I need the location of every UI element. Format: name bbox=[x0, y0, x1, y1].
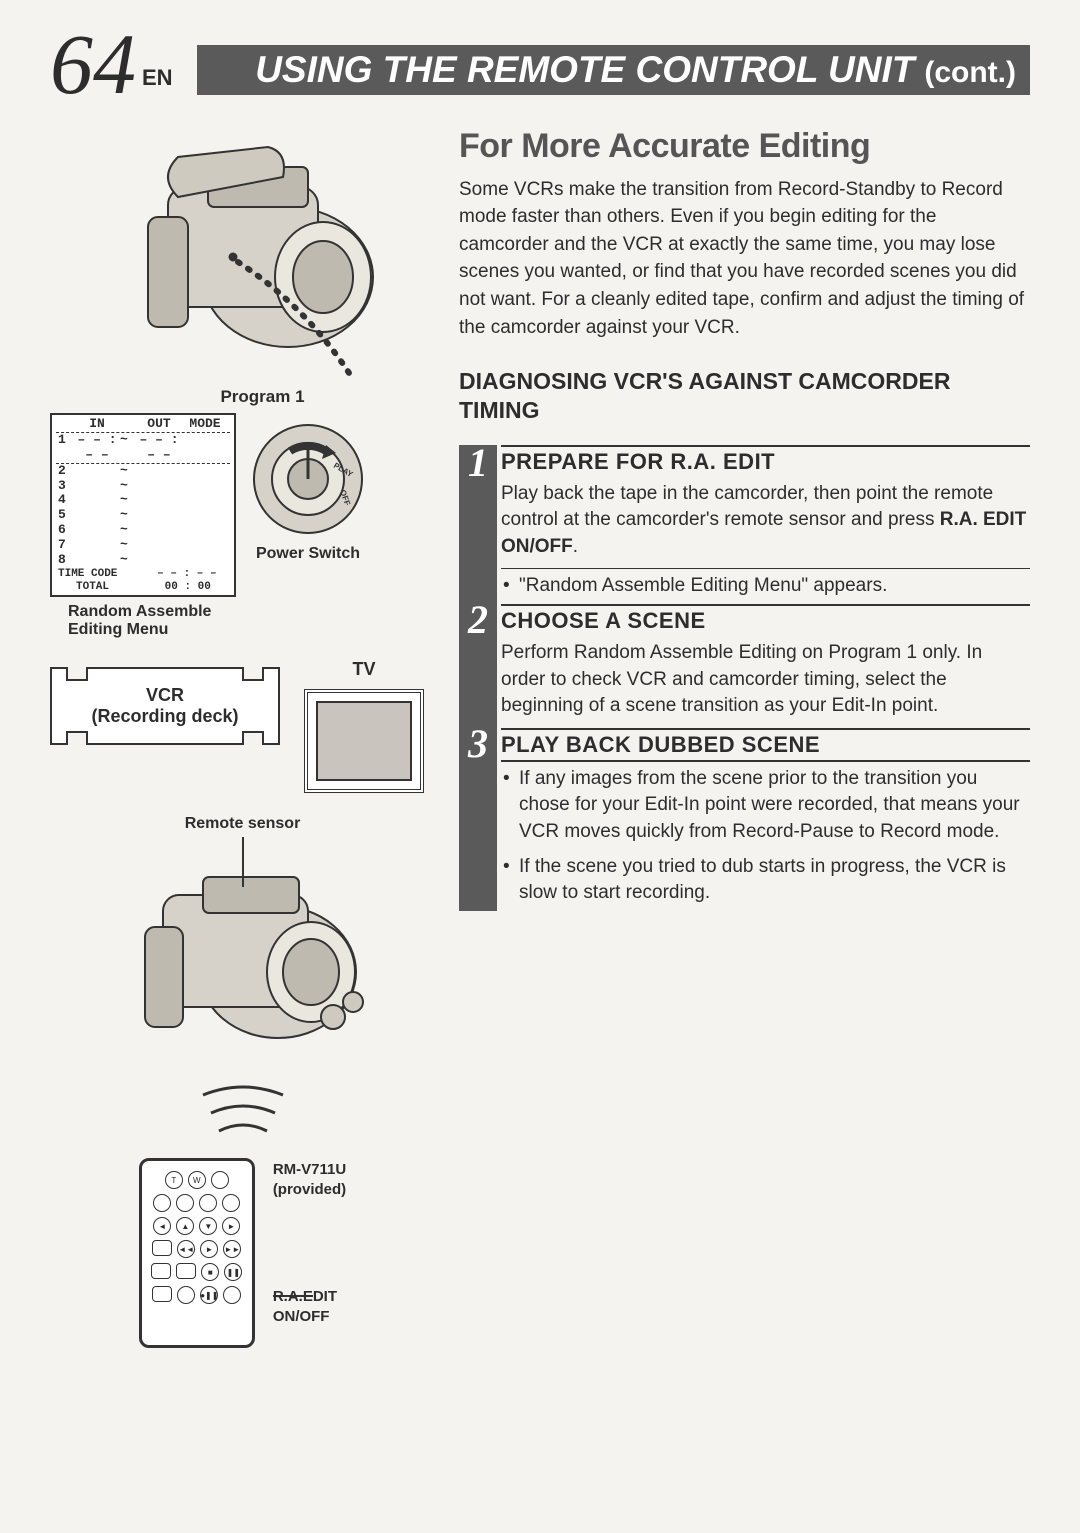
vcr-sublabel: (Recording deck) bbox=[91, 706, 238, 728]
total-value: 00 : 00 bbox=[165, 581, 228, 594]
ram-menu-label: Random Assemble Editing Menu bbox=[68, 603, 236, 639]
remote-control-illustration: TW ◄▲▼► ◄◄►►► ■❚❚ ●❚❚ bbox=[139, 1158, 255, 1348]
remote-model: RM-V711U bbox=[273, 1161, 346, 1178]
vcr-box: VCR (Recording deck) bbox=[50, 667, 280, 745]
illustration-column: Program 1 IN OUT MODE 1 – – : – – ~ bbox=[50, 127, 435, 1349]
total-label: TOTAL bbox=[58, 581, 165, 594]
page-header: 64 EN USING THE REMOTE CONTROL UNIT (con… bbox=[50, 30, 1030, 99]
power-dial-illustration: PLAY OFF bbox=[248, 419, 368, 539]
step-3-title: PLAY BACK DUBBED SCENE bbox=[501, 732, 820, 757]
vcr-label: VCR bbox=[146, 685, 184, 707]
tv-illustration: TV bbox=[304, 689, 424, 793]
step-1-title: PREPARE FOR R.A. EDIT bbox=[501, 449, 775, 474]
header-title-bar: USING THE REMOTE CONTROL UNIT (cont.) bbox=[197, 45, 1030, 95]
time-code-label: TIME CODE bbox=[58, 568, 157, 581]
remote-sensor-label: Remote sensor bbox=[50, 815, 435, 833]
menu-header-mode: MODE bbox=[182, 417, 228, 432]
step-2-body: Perform Random Assemble Editing on Progr… bbox=[501, 636, 1030, 728]
section-title: For More Accurate Editing bbox=[459, 127, 1030, 166]
menu-header-out: OUT bbox=[136, 417, 182, 432]
subheading: DIAGNOSING VCR'S AGAINST CAMCORDER TIMIN… bbox=[459, 367, 1030, 425]
step-number-column: 1 2 3 bbox=[459, 445, 497, 911]
time-code-value: – – : – – bbox=[157, 568, 228, 581]
step-2-title: CHOOSE A SCENE bbox=[501, 608, 706, 633]
step-3-bullet-1: If any images from the scene prior to th… bbox=[501, 762, 1030, 850]
tv-label: TV bbox=[352, 659, 375, 680]
camcorder-top-illustration bbox=[88, 127, 398, 377]
step-3-bullet-2: If the scene you tried to dub starts in … bbox=[501, 850, 1030, 911]
step-number-3: 3 bbox=[459, 724, 497, 764]
program-label: Program 1 bbox=[90, 387, 435, 407]
step-number-1: 1 bbox=[459, 443, 497, 483]
header-continued: (cont.) bbox=[924, 56, 1016, 90]
ra-edit-label-1: R.A.EDIT bbox=[273, 1288, 337, 1305]
step-1-bullet: "Random Assemble Editing Menu" appears. bbox=[501, 569, 1030, 604]
step-1-body: Play back the tape in the camcorder, the… bbox=[501, 477, 1030, 569]
ra-editing-menu-display: IN OUT MODE 1 – – : – – ~ – – : – – 2~ 3… bbox=[50, 413, 236, 598]
remote-provided: (provided) bbox=[273, 1181, 346, 1198]
text-column: For More Accurate Editing Some VCRs make… bbox=[459, 127, 1030, 1349]
page-number: 64 bbox=[50, 30, 136, 99]
camcorder-bottom-illustration bbox=[103, 837, 383, 1077]
ra-edit-label-2: ON/OFF bbox=[273, 1308, 330, 1325]
power-switch-label: Power Switch bbox=[248, 545, 368, 563]
menu-header-in: IN bbox=[74, 417, 120, 432]
ir-signal-icon bbox=[193, 1083, 293, 1148]
remote-labels: RM-V711U (provided) R.A.EDIT ON/OFF bbox=[273, 1158, 346, 1326]
intro-paragraph: Some VCRs make the transition from Recor… bbox=[459, 176, 1030, 341]
header-title: USING THE REMOTE CONTROL UNIT bbox=[255, 49, 914, 91]
language-code: EN bbox=[142, 65, 173, 91]
step-number-2: 2 bbox=[459, 600, 497, 640]
